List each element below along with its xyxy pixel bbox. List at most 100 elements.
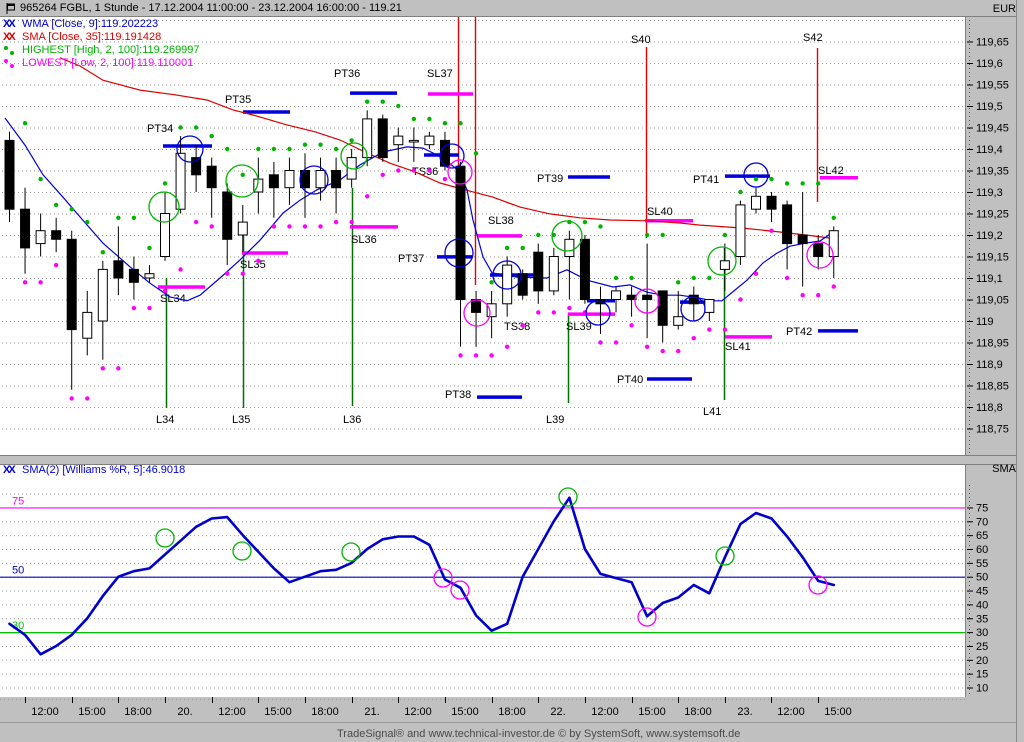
svg-text:119,45: 119,45	[976, 123, 1009, 135]
svg-text:TS38: TS38	[504, 321, 530, 333]
svg-text:45: 45	[976, 586, 988, 598]
legend-sma-label: SMA [Close, 35]:119.191428	[22, 31, 162, 43]
footer: TradeSignal® and www.technical-investor.…	[0, 722, 1024, 742]
svg-text:L39: L39	[546, 414, 564, 426]
legend-highest-label: HIGHEST [High, 2, 100]:119.269997	[22, 44, 200, 56]
panel-splitter[interactable]	[0, 455, 1024, 465]
lowest-dots	[22, 168, 836, 401]
sma-line[interactable]	[59, 57, 837, 240]
footer-credit: TradeSignal® and www.technical-investor.…	[337, 728, 741, 740]
chart-flag-icon	[6, 2, 15, 14]
svg-text:118,85: 118,85	[976, 381, 1009, 393]
signal-lines[interactable]: S40 S42	[457, 2, 823, 285]
plot-backgrounds	[0, 17, 966, 697]
svg-text:12:00: 12:00	[404, 706, 432, 718]
window-right-edge	[1016, 0, 1024, 742]
svg-text:PT40: PT40	[617, 374, 643, 386]
svg-text:SL35: SL35	[240, 259, 266, 271]
legend-williams-label: SMA(2) [Williams %R, 5]:46.9018	[22, 464, 186, 476]
price-axis[interactable]: 119,65 119,6 119,55 119,5 119,45 119,4 119,35 1…	[967, 20, 1009, 455]
svg-text:15: 15	[976, 669, 988, 681]
lower-chart-legend: XX SMA(2) [Williams %R, 5]:46.9018	[3, 464, 185, 477]
svg-text:L34: L34	[156, 414, 174, 426]
svg-text:PT41: PT41	[693, 174, 719, 186]
legend-wma[interactable]: XX WMA [Close, 9]:119.202223	[3, 18, 200, 31]
svg-text:SL36: SL36	[351, 234, 377, 246]
svg-text:L36: L36	[343, 414, 361, 426]
svg-text:SL39: SL39	[566, 321, 592, 333]
svg-text:TS36: TS36	[412, 166, 438, 178]
svg-text:65: 65	[976, 530, 988, 542]
svg-text:50: 50	[976, 572, 988, 584]
svg-text:S40: S40	[631, 34, 651, 46]
svg-text:23.: 23.	[737, 706, 752, 718]
indicator-axis-title: SMA	[992, 463, 1016, 475]
svg-text:10: 10	[976, 683, 988, 695]
svg-text:15:00: 15:00	[824, 706, 852, 718]
svg-text:119,55: 119,55	[976, 80, 1009, 92]
svg-text:21.: 21.	[364, 706, 379, 718]
svg-text:18:00: 18:00	[124, 706, 152, 718]
svg-text:119,05: 119,05	[976, 295, 1009, 307]
wma-line-icon: XX	[3, 18, 16, 30]
svg-text:119,65: 119,65	[976, 37, 1009, 49]
signal-circles[interactable]	[148, 135, 834, 327]
svg-text:S42: S42	[803, 32, 823, 44]
williams-line-icon: XX	[3, 464, 16, 476]
svg-text:20.: 20.	[177, 706, 192, 718]
svg-text:PT36: PT36	[334, 68, 360, 80]
svg-text:35: 35	[976, 613, 988, 625]
svg-text:18:00: 18:00	[684, 706, 712, 718]
svg-text:PT34: PT34	[147, 123, 173, 135]
candlestick-series[interactable]	[4, 110, 839, 390]
svg-text:119,15: 119,15	[976, 252, 1009, 264]
main-chart-legend: XX WMA [Close, 9]:119.202223 XX SMA [Clo…	[3, 18, 200, 70]
svg-text:118,8: 118,8	[976, 402, 1003, 414]
svg-text:55: 55	[976, 558, 988, 570]
svg-text:12:00: 12:00	[777, 706, 805, 718]
svg-text:60: 60	[976, 544, 988, 556]
svg-text:75: 75	[976, 502, 988, 514]
legend-williams[interactable]: XX SMA(2) [Williams %R, 5]:46.9018	[3, 464, 185, 477]
oscillator-signal-circles[interactable]	[155, 487, 828, 627]
svg-text:12:00: 12:00	[591, 706, 619, 718]
svg-text:PT39: PT39	[537, 173, 563, 185]
highest-dots-icon	[3, 45, 18, 56]
legend-wma-label: WMA [Close, 9]:119.202223	[22, 18, 159, 30]
profit-target-markers[interactable]: PT34 PT35 PT36 TS36 PT37 TS38 PT38 PT39 PT40 PT41…	[147, 68, 858, 401]
svg-text:119: 119	[976, 316, 994, 328]
title-bar[interactable]: 965264 FGBL, 1 Stunde - 17.12.2004 11:00…	[0, 0, 1024, 17]
svg-text:15:00: 15:00	[638, 706, 666, 718]
svg-text:119,6: 119,6	[976, 58, 1003, 70]
legend-lowest[interactable]: LOWEST [Low, 2, 100]:119.110001	[3, 57, 200, 70]
svg-text:30: 30	[976, 627, 988, 639]
svg-text:119,35: 119,35	[976, 166, 1009, 178]
highest-dots	[22, 99, 836, 285]
svg-text:15:00: 15:00	[264, 706, 292, 718]
svg-text:15:00: 15:00	[78, 706, 106, 718]
price-axis-unit: EUR	[992, 3, 1016, 15]
svg-text:119,4: 119,4	[976, 144, 1003, 156]
legend-lowest-label: LOWEST [Low, 2, 100]:119.110001	[22, 57, 194, 69]
svg-text:119,1: 119,1	[976, 273, 1003, 285]
svg-text:PT38: PT38	[445, 389, 471, 401]
svg-text:20: 20	[976, 655, 988, 667]
legend-sma[interactable]: XX SMA [Close, 35]:119.191428	[3, 31, 200, 44]
svg-text:SL38: SL38	[488, 215, 514, 227]
svg-text:SL34: SL34	[160, 293, 186, 305]
time-axis[interactable]: 12:00 15:00 18:00 20. 12:00 15:00 18:00 21. 12:0…	[0, 697, 965, 718]
svg-text:L35: L35	[232, 414, 250, 426]
sma-line-icon: XX	[3, 31, 16, 43]
williams-sma-line[interactable]	[8, 496, 836, 656]
svg-text:18:00: 18:00	[498, 706, 526, 718]
svg-text:119,3: 119,3	[976, 187, 1003, 199]
legend-highest[interactable]: HIGHEST [High, 2, 100]:119.269997	[3, 44, 200, 57]
svg-text:119,25: 119,25	[976, 209, 1009, 221]
svg-text:75: 75	[12, 495, 24, 507]
svg-text:SL41: SL41	[725, 341, 751, 353]
page-title: 965264 FGBL, 1 Stunde - 17.12.2004 11:00…	[20, 2, 402, 14]
limit-lines[interactable]: L34 L35 L36 L39 L41	[156, 188, 726, 426]
